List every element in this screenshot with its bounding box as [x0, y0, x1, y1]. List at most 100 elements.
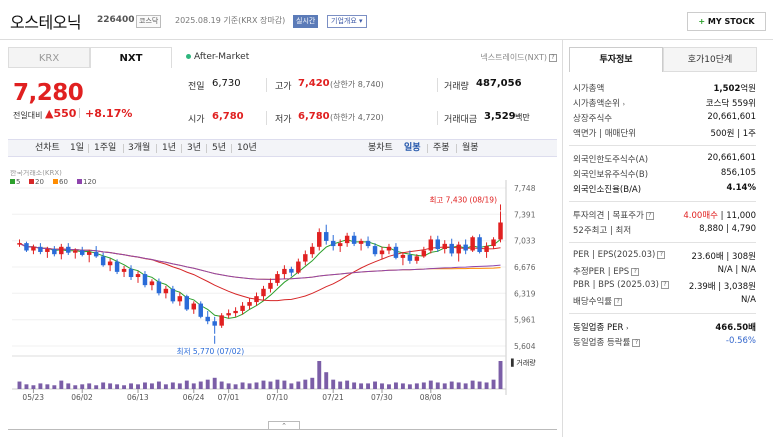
- help-icon[interactable]: ?: [631, 267, 640, 276]
- tab-orderbook[interactable]: 호가10단계: [663, 47, 757, 72]
- y-tick-label: 7,748: [514, 184, 536, 193]
- candle-body: [310, 246, 315, 255]
- pbr-row: PBR | BPS (2025.03)? 2.39배 | 3,038원: [573, 280, 756, 293]
- volume-bar: [407, 384, 412, 389]
- legend-label-5: 5: [16, 178, 20, 186]
- high-value: 7,420: [298, 78, 330, 89]
- volume-bar: [400, 383, 405, 389]
- candle-body: [93, 251, 99, 257]
- x-tick-label: 08/08: [420, 393, 442, 402]
- x-tick-label: 06/24: [183, 393, 205, 402]
- market-cap-value: 1,502억원: [713, 84, 756, 94]
- period-3m[interactable]: 3개월: [128, 143, 151, 153]
- chart-labels: 한국거래소(KRX)5 20 60 120 7,748 7,391 7,033 6,676 6,…: [10, 170, 536, 402]
- min-price-label: 최저 5,770 (07/02): [177, 346, 245, 356]
- y-tick-label: 6,676: [514, 263, 536, 272]
- candle-body: [142, 274, 148, 286]
- volume-bar: [24, 384, 29, 389]
- volume-bar: [136, 384, 140, 389]
- candle-body: [205, 316, 210, 322]
- stock-header: [0, 0, 773, 40]
- candle-body: [484, 246, 489, 252]
- volume-bar: [184, 380, 189, 389]
- dividend-label: 배당수익률?: [573, 295, 623, 307]
- volume-bar: [205, 379, 210, 389]
- volume-bar: [254, 382, 259, 389]
- volume-bar: [38, 383, 43, 389]
- divider: [569, 242, 756, 243]
- candle-daily[interactable]: 일봉: [404, 143, 421, 153]
- candle-body: [149, 281, 155, 286]
- candle-body: [289, 268, 294, 273]
- volume-bar: [115, 384, 120, 389]
- help-icon[interactable]: ?: [632, 338, 641, 347]
- period-1w[interactable]: 1주일: [94, 143, 117, 153]
- volume-bar: [282, 380, 287, 389]
- candle-body: [128, 268, 134, 278]
- candle-body: [226, 313, 231, 316]
- stock-code: 226400: [97, 15, 135, 25]
- amount-label: 거래대금: [444, 115, 478, 125]
- price-chart[interactable]: 한국거래소(KRX)5 20 60 120 7,748 7,391 7,033 6,676 6,…: [8, 170, 557, 410]
- volume-bar: [80, 384, 85, 389]
- candle-weekly[interactable]: 주봉: [433, 143, 450, 153]
- candle-body: [59, 246, 64, 255]
- candle-body: [17, 243, 22, 245]
- foreign-ratio-row: 외국인소진율(B/A) 4.14%: [573, 183, 756, 196]
- tab-nxt[interactable]: NXT: [90, 47, 172, 68]
- candle-body: [337, 243, 343, 247]
- nextrade-label: 넥스트레이드(NXT): [480, 53, 547, 62]
- volume-bar: [149, 383, 154, 389]
- y-tick-label: 6,319: [514, 289, 536, 298]
- volume-bar: [191, 383, 196, 389]
- est-per-value: N/A | N/A: [717, 265, 756, 275]
- volume-bar: [428, 380, 433, 389]
- help-icon[interactable]: ?: [645, 211, 654, 220]
- volume-bar: [310, 377, 315, 389]
- tab-krx[interactable]: KRX: [8, 47, 90, 68]
- cap-rank-value: 코스닥 559위: [705, 99, 756, 109]
- realtime-badge[interactable]: 실시간: [293, 15, 319, 28]
- cap-rank-label[interactable]: 시가총액순위 ›: [573, 99, 626, 109]
- candle-body: [491, 239, 496, 247]
- collapse-button[interactable]: ⌃: [268, 421, 300, 430]
- help-icon[interactable]: ?: [614, 297, 623, 306]
- period-3y[interactable]: 3년: [187, 143, 202, 153]
- company-overview-button[interactable]: 기업개요 ▾: [327, 15, 367, 28]
- x-tick-label: 07/01: [218, 393, 240, 402]
- divider: [569, 313, 756, 314]
- period-5y[interactable]: 5년: [212, 143, 227, 153]
- divider: [456, 144, 457, 153]
- period-1y[interactable]: 1년: [162, 143, 177, 153]
- my-stock-button[interactable]: + MY STOCK: [687, 12, 766, 31]
- chevron-down-icon: ▾: [359, 17, 363, 25]
- divider: [427, 144, 428, 153]
- divider: [88, 144, 89, 153]
- candle-body: [107, 261, 113, 266]
- ma-line-5: [19, 239, 501, 319]
- nextrade-link[interactable]: 넥스트레이드(NXT)?: [480, 47, 557, 68]
- volume-bar: [268, 381, 273, 389]
- period-1d[interactable]: 1일: [70, 143, 85, 153]
- candle-body: [498, 222, 503, 240]
- x-tick-label: 07/30: [371, 393, 393, 402]
- pbr-value: 2.39배 | 3,038원: [688, 282, 756, 292]
- volume-bar: [45, 384, 50, 389]
- candle-monthly[interactable]: 월봉: [462, 143, 479, 153]
- candle-body: [191, 303, 197, 310]
- candle-body: [323, 232, 329, 241]
- line-chart-label: 선차트: [35, 143, 60, 153]
- help-icon[interactable]: ?: [549, 53, 557, 62]
- volume-label: 거래량: [444, 82, 469, 92]
- foreign-limit-row: 외국인한도주식수(A) 20,661,601: [573, 153, 756, 166]
- candle-body: [435, 239, 441, 250]
- divider: [569, 201, 756, 202]
- tab-investment-info[interactable]: 투자정보: [569, 47, 663, 72]
- y-tick-label: 5,604: [514, 342, 536, 351]
- chevron-up-icon: ⌃: [281, 422, 287, 430]
- help-icon[interactable]: ?: [657, 250, 666, 259]
- help-icon[interactable]: ?: [660, 280, 669, 289]
- divider: [231, 144, 232, 153]
- period-10y[interactable]: 10년: [237, 143, 257, 153]
- lower-limit: (하한가 4,720): [330, 113, 384, 122]
